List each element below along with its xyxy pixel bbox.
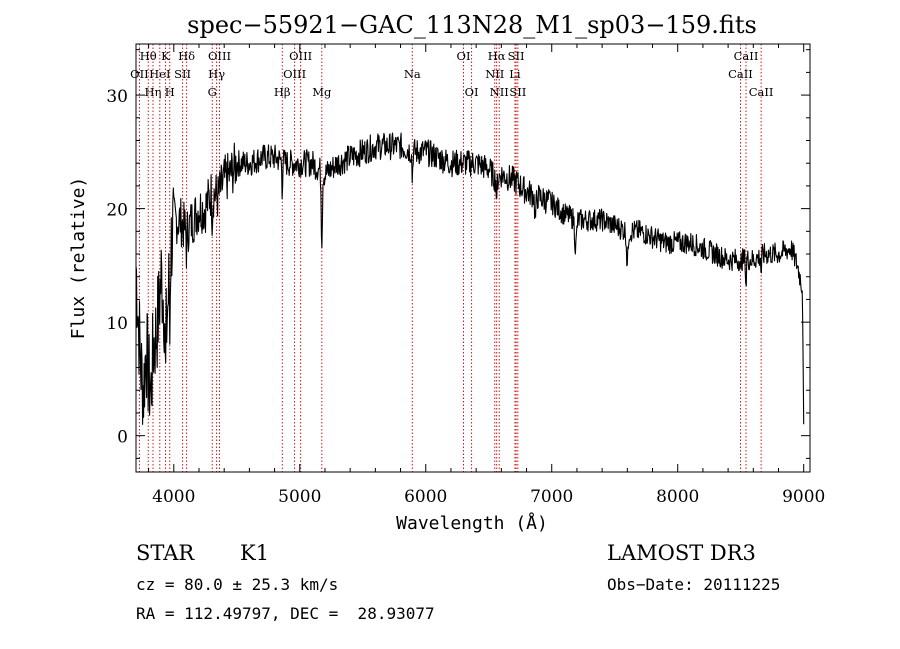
y-tick-label: 20: [106, 201, 128, 221]
spectral-line-label: NII: [485, 67, 504, 81]
spectrum-line: [135, 132, 805, 425]
coordinates: RA = 112.49797, DEC = 28.93077: [136, 604, 435, 623]
spectral-line-label: Mg: [312, 85, 332, 99]
redshift-velocity: cz = 80.0 ± 25.3 km/s: [136, 575, 338, 594]
x-tick-label: 9000: [782, 487, 825, 507]
x-tick-label: 7000: [530, 487, 573, 507]
spectral-line-label: Hθ: [140, 49, 157, 63]
spectral-line-label: NII: [490, 85, 509, 99]
spectral-line-label: Na: [404, 67, 421, 81]
y-tick-label: 30: [106, 87, 128, 107]
spectral-line-label: H: [165, 85, 175, 99]
observation-date: Obs−Date: 20111225: [607, 575, 780, 594]
plot-frame: [135, 43, 811, 473]
spectral-line-markers: [138, 44, 762, 472]
object-subclass: K1: [240, 541, 269, 565]
spectral-line-label: OIII: [208, 49, 231, 63]
y-tick-label: 0: [117, 428, 128, 448]
spectral-line-labels: Hθ OII Hη K HeI H Hδ SII OIII Hγ G OIII OIII Hβ Mg Na OI…: [130, 49, 773, 99]
spectral-line-label: G: [208, 85, 217, 99]
spectral-line-label: Li: [509, 67, 521, 81]
x-axis: 4000 5000 6000 7000 8000 9000: [148, 44, 825, 507]
x-axis-label: Wavelength (Å): [396, 512, 548, 534]
y-tick-label: 10: [106, 314, 128, 334]
spectral-line-label: Hβ: [274, 85, 291, 99]
spectral-line-label: CaII: [749, 85, 774, 99]
spectral-line-label: HeI: [149, 67, 170, 81]
spectral-line-label: Hη: [145, 85, 162, 99]
chart-title: spec−55921−GAC_113N28_M1_sp03−159.fits: [187, 11, 757, 39]
spectral-line-label: Hα: [488, 49, 506, 63]
spectral-line-label: OI: [465, 85, 479, 99]
x-tick-label: 6000: [404, 487, 447, 507]
info-panel: STAR K1 LAMOST DR3 cz = 80.0 ± 25.3 km/s…: [136, 541, 780, 623]
y-axis-label: Flux (relative): [68, 177, 89, 340]
y-axis: 0 10 20 30: [106, 49, 810, 459]
spectral-line-label: OIII: [283, 67, 306, 81]
spectral-line-label: Hγ: [208, 67, 225, 81]
spectral-line-label: OII: [130, 67, 149, 81]
spectral-line-label: SII: [174, 67, 191, 81]
spectral-line-label: K: [161, 49, 170, 63]
spectral-line-label: CaII: [728, 67, 753, 81]
spectral-line-label: CaII: [734, 49, 759, 63]
spectral-line-label: Hδ: [178, 49, 195, 63]
x-tick-label: 4000: [152, 487, 195, 507]
spectral-line-label: SII: [508, 49, 525, 63]
x-tick-label: 8000: [656, 487, 699, 507]
x-tick-label: 5000: [278, 487, 321, 507]
spectral-line-label: SII: [509, 85, 526, 99]
spectral-line-label: OI: [457, 49, 471, 63]
spectral-line-label: OIII: [289, 49, 312, 63]
object-class: STAR: [136, 541, 195, 565]
survey-name: LAMOST DR3: [607, 541, 756, 565]
